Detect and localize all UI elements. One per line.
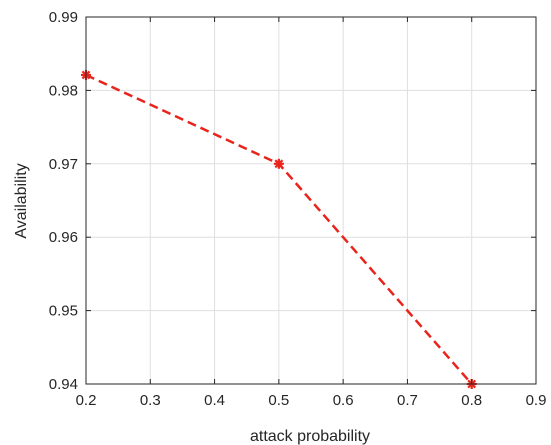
axes-frame: [85, 16, 537, 385]
y-tick-label: 0.95: [49, 303, 78, 320]
y-axis-label: Availability: [13, 163, 30, 238]
y-tick-label: 0.99: [49, 9, 78, 26]
x-axis-label: attack probability: [250, 428, 370, 445]
x-tick-label: 0.3: [140, 392, 161, 409]
plot-box: [85, 16, 537, 385]
y-tick-label: 0.97: [49, 156, 78, 173]
y-tick-label: 0.94: [49, 376, 78, 393]
tick-labels: 0.2 0.3 0.4 0.5 0.6 0.7 0.8 0.9 0.94 0.95 0.96 0.97…: [49, 9, 547, 409]
x-tick-label: 0.2: [76, 392, 97, 409]
x-tick-label: 0.7: [397, 392, 418, 409]
x-tick-label: 0.8: [461, 392, 482, 409]
x-tick-label: 0.6: [333, 392, 354, 409]
y-tick-label: 0.96: [49, 229, 78, 246]
grid-lines: [85, 16, 537, 385]
x-tick-label: 0.5: [268, 392, 289, 409]
x-tick-label: 0.4: [204, 392, 225, 409]
x-tick-label: 0.9: [526, 392, 547, 409]
data-point-marker: [273, 158, 284, 169]
y-tick-label: 0.98: [49, 82, 78, 99]
